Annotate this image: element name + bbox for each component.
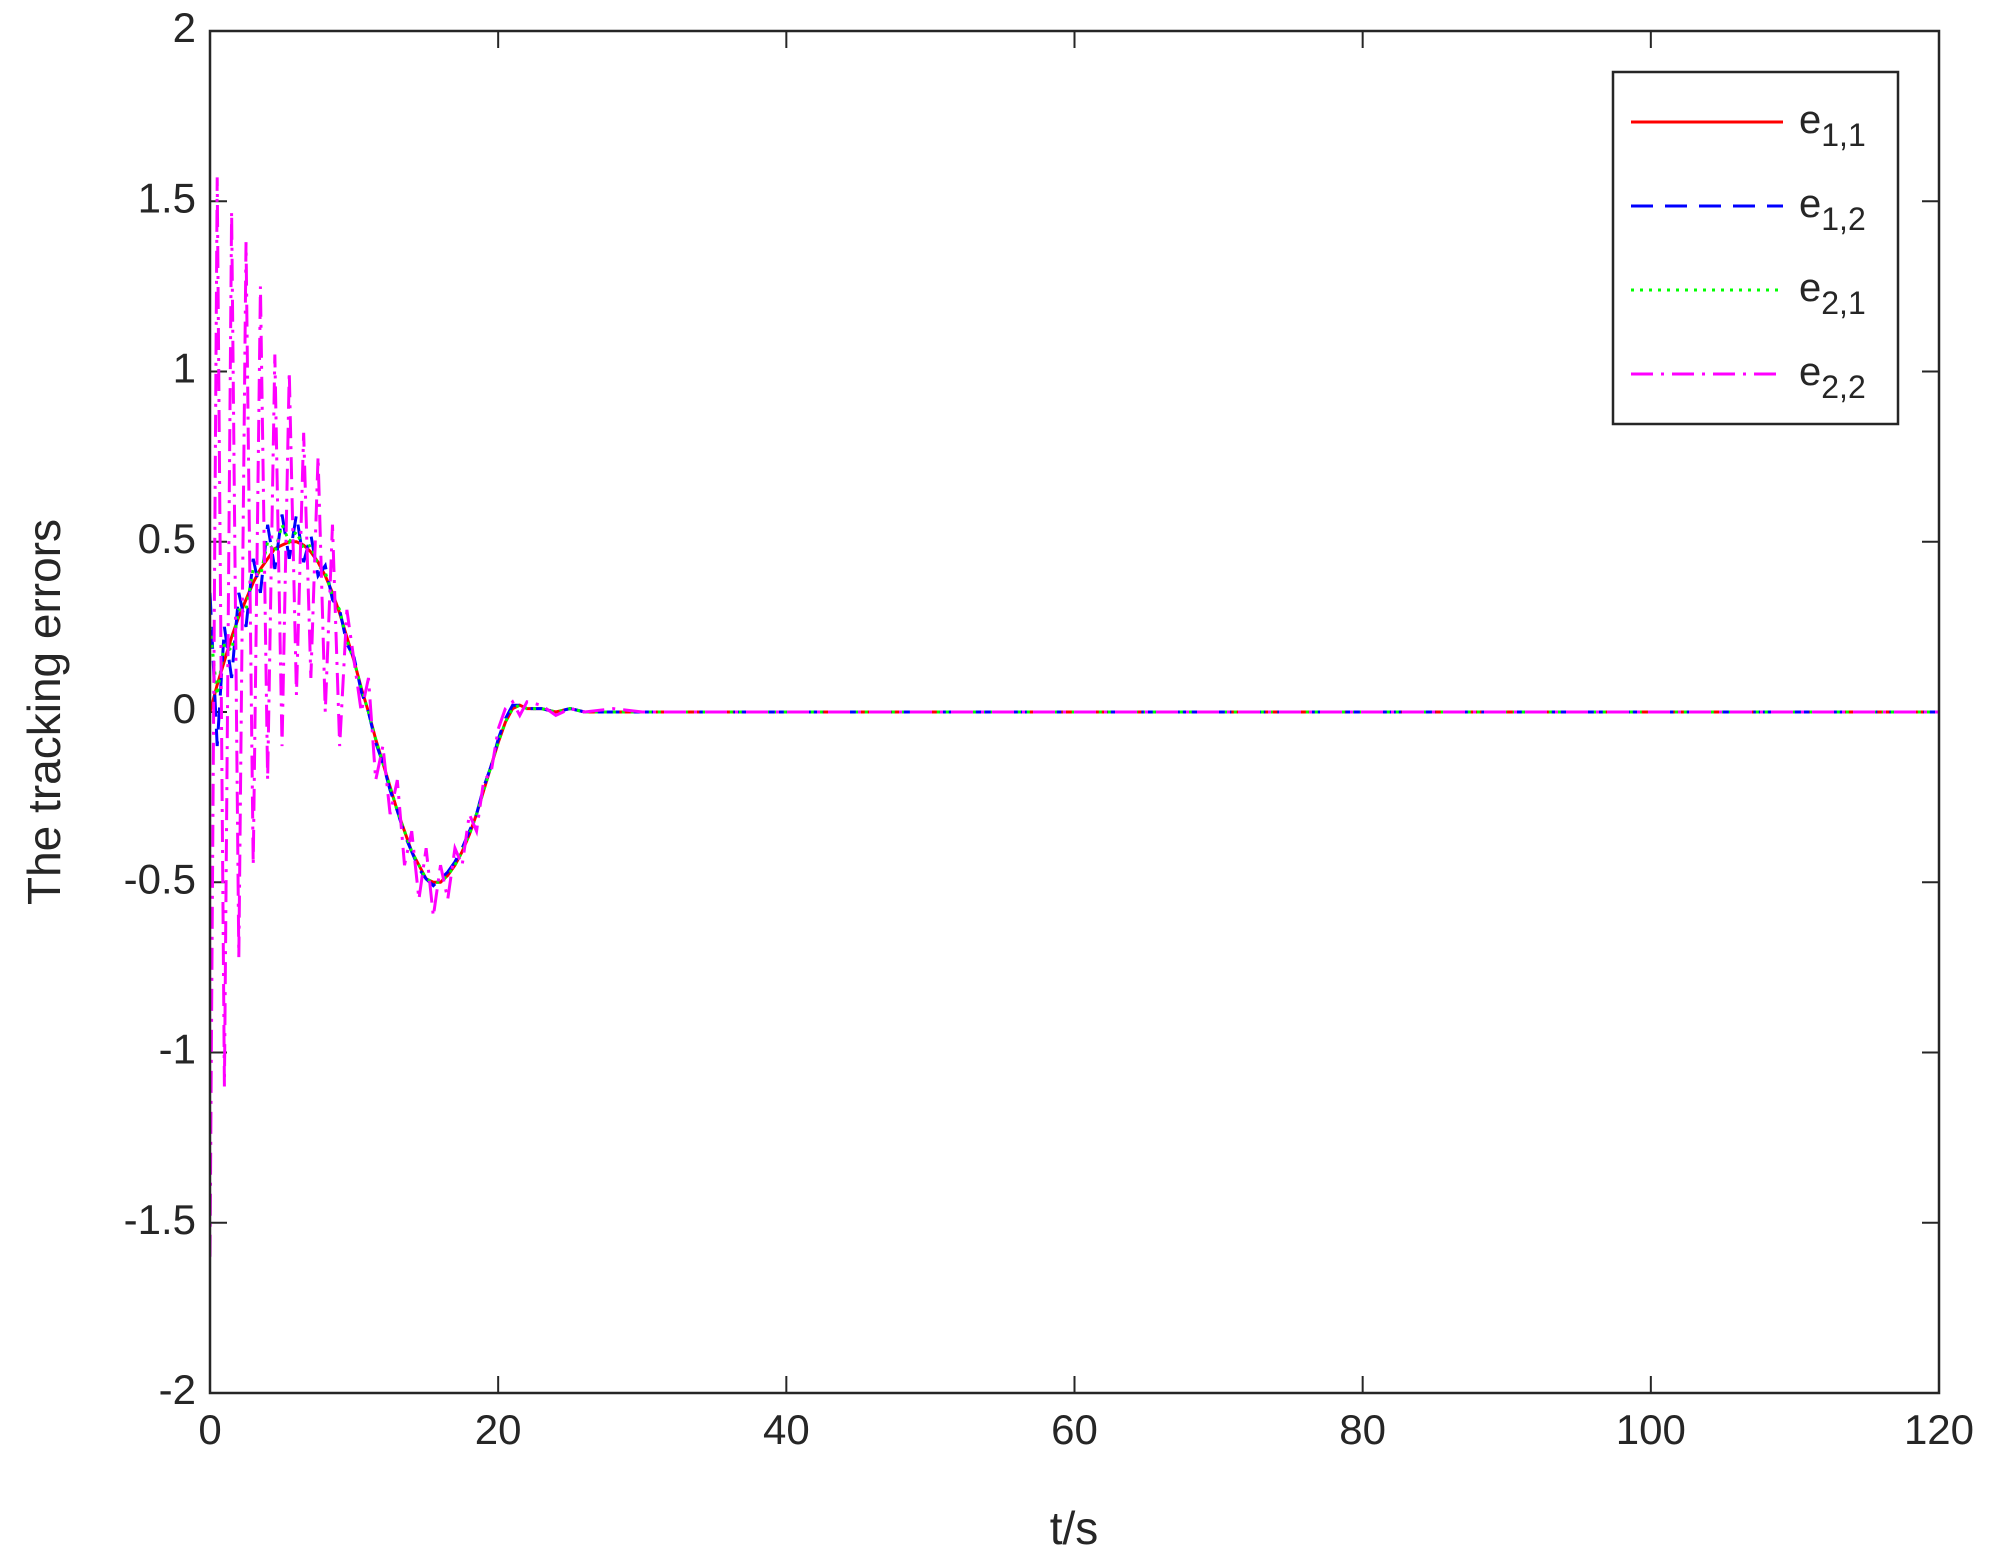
y-tick-label: 1.5	[138, 174, 196, 221]
legend-label: e2,1	[1799, 266, 1866, 322]
axes-box	[208, 29, 1941, 1395]
series-line	[210, 177, 1939, 1257]
legend-name: e	[1799, 182, 1821, 226]
legend-box	[1611, 70, 1900, 426]
y-tick-label: -2	[159, 1366, 196, 1413]
x-tick-label: 100	[1616, 1406, 1686, 1453]
x-axis-label: t/s	[1050, 1502, 1099, 1554]
legend-subscript: 2,1	[1821, 285, 1865, 321]
y-axis-label: The tracking errors	[18, 519, 70, 905]
legend-subscript: 1,2	[1821, 201, 1865, 237]
legend-label: e1,1	[1799, 98, 1866, 154]
y-tick-label: -1	[159, 1026, 196, 1073]
legend-subscript: 1,1	[1821, 117, 1865, 153]
legend-label: e1,2	[1799, 182, 1866, 238]
legend-subscript: 2,2	[1821, 369, 1865, 405]
x-tick-label: 0	[198, 1406, 221, 1453]
x-tick-label: 80	[1339, 1406, 1386, 1453]
x-tick-label: 60	[1051, 1406, 1098, 1453]
legend-name: e	[1799, 266, 1821, 310]
y-tick-label: 0	[173, 685, 196, 732]
legend-label: e2,2	[1799, 350, 1866, 406]
y-tick-label: 2	[173, 4, 196, 51]
x-tick-label: 120	[1904, 1406, 1974, 1453]
y-tick-label: -0.5	[124, 855, 196, 902]
x-tick-label: 20	[475, 1406, 522, 1453]
x-tick-label: 40	[763, 1406, 810, 1453]
legend-name: e	[1799, 350, 1821, 394]
legend-name: e	[1799, 98, 1821, 142]
y-tick-label: 0.5	[138, 515, 196, 562]
y-tick-label: -1.5	[124, 1196, 196, 1243]
y-tick-label: 1	[173, 345, 196, 392]
